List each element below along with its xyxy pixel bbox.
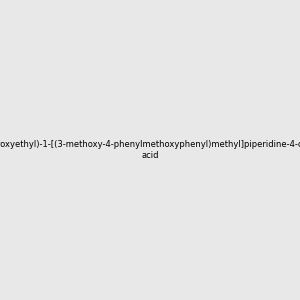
Text: N-benzyl-N-(2-hydroxyethyl)-1-[(3-methoxy-4-phenylmethoxyphenyl)methyl]piperidin: N-benzyl-N-(2-hydroxyethyl)-1-[(3-methox…: [0, 140, 300, 160]
